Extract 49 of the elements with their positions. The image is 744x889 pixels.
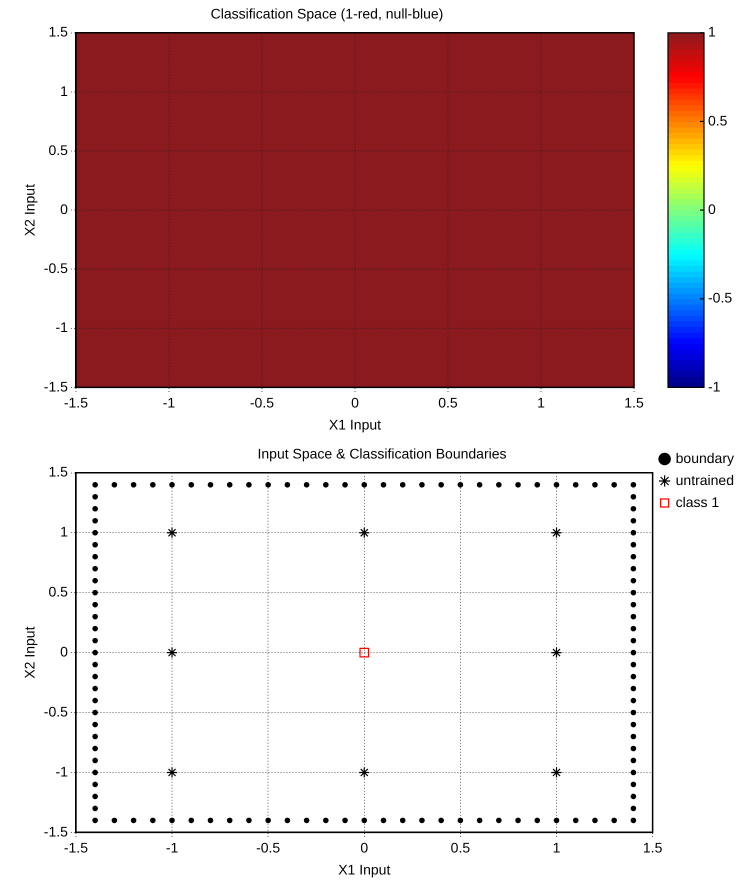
x-tick-label: 0 xyxy=(351,394,360,411)
y-tick-label: -1.5 xyxy=(44,823,68,840)
x-tick-label: -0.5 xyxy=(256,840,280,856)
x-tick-label: 1.5 xyxy=(642,840,663,856)
point xyxy=(359,648,370,658)
y-tick-label: 1.5 xyxy=(48,24,68,40)
chart-title: Input Space & Classification Boundaries xyxy=(257,445,507,462)
y-tick-label: 1 xyxy=(60,524,68,540)
x-tick-label: -1 xyxy=(166,840,178,856)
point xyxy=(550,766,562,778)
color-bar-label: 0 xyxy=(708,200,716,217)
x-tick-label: 1 xyxy=(552,840,561,856)
x-tick-label: -0.5 xyxy=(250,394,274,411)
y-tick-label: -1 xyxy=(55,763,68,780)
legend-label: boundary xyxy=(676,450,734,466)
legend-label: class 1 xyxy=(676,494,720,510)
x-tick-label: 0 xyxy=(360,840,368,856)
x-tick-label: 0.5 xyxy=(438,394,458,411)
y-tick-label: -0.5 xyxy=(44,703,68,720)
color-bar-label: 1 xyxy=(708,24,716,40)
point xyxy=(358,766,370,778)
x-tick-label: 1.5 xyxy=(624,394,644,411)
x-axis-title: X1 Input xyxy=(338,861,390,878)
y-tick-label: -1.5 xyxy=(44,378,68,394)
point xyxy=(358,527,370,538)
point xyxy=(550,527,562,538)
color-bar-label: -1 xyxy=(708,378,721,394)
y-axis-title: X2 Input xyxy=(21,626,38,679)
x-tick-label: 1 xyxy=(537,394,546,411)
chart-title: Classification Space (1-red, null-blue) xyxy=(210,5,444,22)
x-tick-label: 0.5 xyxy=(450,840,470,856)
y-tick-label: 1.5 xyxy=(48,464,68,480)
color-bar-label: 0.5 xyxy=(708,112,728,128)
y-axis-title: X2 Input xyxy=(21,184,38,236)
y-tick-label: -0.5 xyxy=(44,260,68,276)
x-axis-title: X1 Input xyxy=(328,416,382,432)
y-tick-label: 1 xyxy=(60,82,68,99)
y-tick-label: 0 xyxy=(60,200,68,217)
legend-label: untrained xyxy=(676,472,734,488)
point xyxy=(166,766,178,778)
point xyxy=(166,647,178,658)
color-bar-label: -0.5 xyxy=(708,290,732,306)
y-tick-label: 0 xyxy=(60,643,68,660)
y-tick-label: 0.5 xyxy=(48,584,68,600)
y-tick-label: 0.5 xyxy=(48,142,68,158)
y-tick-label: -1 xyxy=(55,319,68,336)
point xyxy=(550,647,562,658)
point xyxy=(166,527,178,538)
x-tick-label: -1 xyxy=(162,394,176,411)
